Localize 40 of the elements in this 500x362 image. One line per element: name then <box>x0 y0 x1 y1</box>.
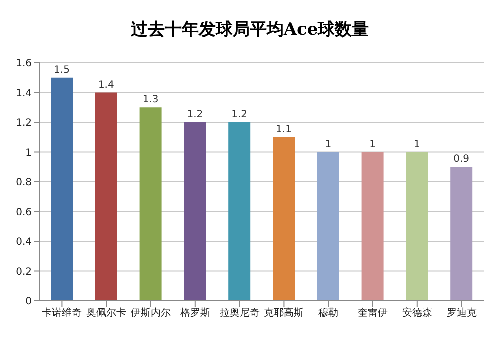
bar <box>184 122 206 301</box>
y-tick-label: 1.4 <box>16 88 32 100</box>
x-tick-label: 格罗斯 <box>179 307 210 320</box>
x-tick-label: 奥佩尔卡 <box>86 307 127 320</box>
y-tick-label: 0.2 <box>16 266 32 278</box>
x-tick-label: 拉奥尼奇 <box>220 307 260 320</box>
y-tick-label: 1.2 <box>16 118 32 130</box>
bar <box>362 152 384 301</box>
y-tick-label: 0 <box>26 296 32 308</box>
x-tick-label: 奎雷伊 <box>358 307 388 320</box>
bar <box>95 92 118 301</box>
bar <box>317 152 340 301</box>
x-tick-label: 卡诺维奇 <box>42 307 82 320</box>
data-label: 0.9 <box>454 154 470 166</box>
y-tick-label: 0.8 <box>16 178 32 189</box>
data-label: 1.5 <box>54 64 70 76</box>
bar <box>406 152 428 301</box>
y-tick-label: 0.4 <box>16 237 32 248</box>
data-label: 1.2 <box>187 110 204 120</box>
bar <box>51 78 73 301</box>
data-label: 1.2 <box>232 110 248 120</box>
bar <box>273 137 295 301</box>
x-tick-label: 克耶高斯 <box>264 307 304 320</box>
bar <box>140 108 162 301</box>
y-tick-label: 1.6 <box>16 58 32 70</box>
x-tick-label: 穆勒 <box>318 307 339 320</box>
data-label: 1.3 <box>142 94 159 106</box>
data-label: 1 <box>325 139 332 150</box>
chart-title: 过去十年发球局平均Ace球数量 <box>130 19 370 42</box>
data-label: 1 <box>370 139 376 150</box>
data-label: 1.4 <box>98 80 114 91</box>
x-tick-label: 罗迪克 <box>446 307 477 320</box>
y-tick-label: 1 <box>26 148 32 159</box>
x-tick-label: 安德森 <box>402 307 432 320</box>
bar <box>228 122 251 301</box>
data-label: 1.1 <box>276 124 292 136</box>
bar <box>450 167 473 301</box>
x-tick-label: 伊斯内尔 <box>131 307 171 320</box>
y-tick-label: 0.6 <box>16 207 32 218</box>
data-label: 1 <box>414 139 420 150</box>
